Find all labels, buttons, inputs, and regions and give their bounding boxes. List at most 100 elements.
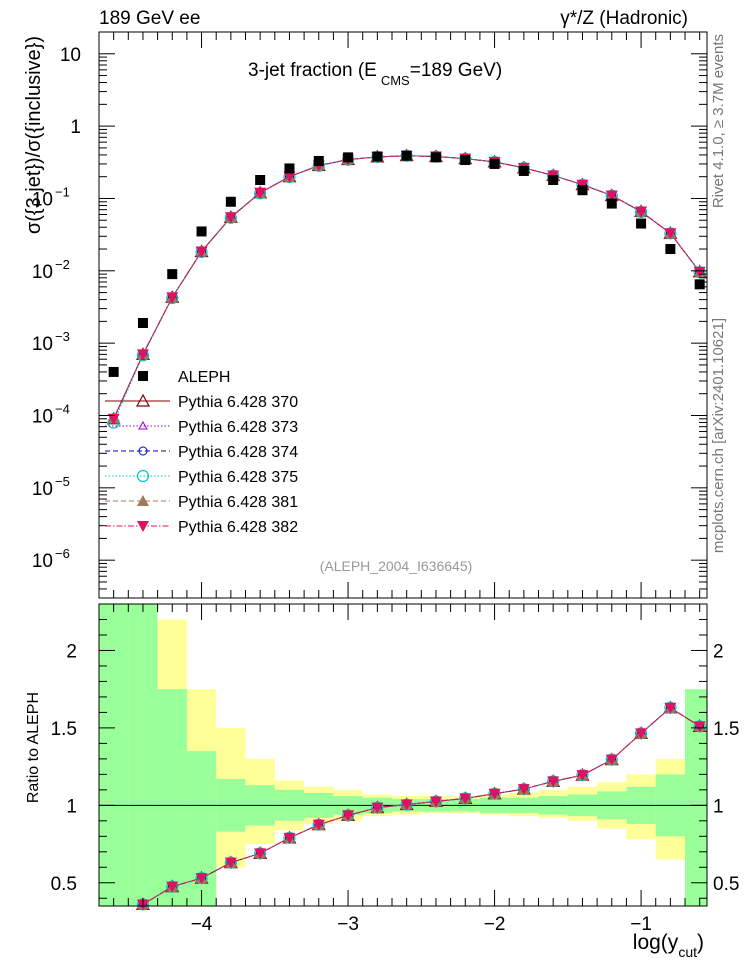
y-tick-label: 10 bbox=[32, 334, 53, 355]
x-tick-label: −4 bbox=[191, 914, 213, 935]
mc-point-5 bbox=[283, 171, 296, 183]
data-point bbox=[518, 165, 529, 176]
y-tick-exponent: −6 bbox=[55, 546, 70, 561]
data-point bbox=[577, 185, 588, 196]
legend-marker-3 bbox=[136, 469, 150, 483]
mc-point-5 bbox=[195, 246, 208, 258]
x-axis-label-subscript: cut bbox=[678, 944, 697, 960]
mc-point-5 bbox=[664, 228, 677, 240]
data-point bbox=[108, 366, 119, 377]
ratio-point-5 bbox=[429, 796, 442, 808]
y-tick-exponent: −1 bbox=[55, 184, 70, 199]
legend-marker-2 bbox=[138, 446, 148, 456]
y-tick-label: 10 bbox=[32, 479, 53, 500]
header-right: γ*/Z (Hadronic) bbox=[560, 8, 688, 29]
ratio-point-5 bbox=[517, 784, 530, 796]
ratio-point-5 bbox=[254, 848, 267, 860]
y-tick-label: 10 bbox=[32, 406, 53, 427]
y-tick-exponent: −5 bbox=[55, 474, 70, 489]
ratio-point-5 bbox=[576, 770, 589, 782]
x-axis-label-tail: ) bbox=[697, 931, 704, 954]
ratio-panel: 2 2 1.5 1.5 1 1 0.5 0.5 −4 −3 −2 −1 Ratio to ALEPH bbox=[25, 603, 739, 935]
mc-point-5 bbox=[635, 206, 648, 218]
main-title-tail: =189 GeV) bbox=[409, 60, 503, 81]
ratio-y-tick-label-right: 1 bbox=[713, 796, 724, 817]
mc-point-5 bbox=[224, 212, 237, 224]
ratio-point-5 bbox=[547, 776, 560, 788]
ratio-point-5 bbox=[195, 873, 208, 885]
data-point bbox=[255, 174, 266, 185]
legend-label-3: Pythia 6.428 375 bbox=[178, 469, 298, 486]
ratio-point-5 bbox=[342, 810, 355, 822]
mc-point-5 bbox=[254, 187, 267, 199]
data-point bbox=[548, 174, 559, 185]
main-title-text: 3-jet fraction (E bbox=[248, 60, 377, 81]
data-point bbox=[284, 163, 295, 174]
x-tick-label: −3 bbox=[337, 914, 359, 935]
x-axis-label-text: log(y bbox=[632, 931, 679, 954]
legend-label-2: Pythia 6.428 374 bbox=[178, 444, 298, 461]
data-point bbox=[196, 226, 207, 237]
x-tick-label: −2 bbox=[484, 914, 506, 935]
legend-marker-data bbox=[138, 371, 148, 381]
data-point bbox=[489, 158, 500, 169]
y-tick-label: 10 bbox=[32, 551, 53, 572]
mc-point-5 bbox=[605, 190, 618, 202]
data-point bbox=[225, 196, 236, 207]
ratio-point-5 bbox=[459, 793, 472, 805]
data-point bbox=[636, 218, 647, 229]
legend-marker-1 bbox=[138, 420, 148, 430]
ratio-y-tick-label: 0.5 bbox=[51, 874, 77, 895]
ratio-point-5 bbox=[283, 832, 296, 844]
ratio-y-axis-label: Ratio to ALEPH bbox=[25, 692, 42, 803]
ratio-point-5 bbox=[166, 881, 179, 893]
x-tick-label: −1 bbox=[630, 914, 652, 935]
legend-marker-4 bbox=[137, 495, 149, 506]
legend-label-1: Pythia 6.428 373 bbox=[178, 419, 298, 436]
data-point bbox=[313, 155, 324, 166]
legend-label-4: Pythia 6.428 381 bbox=[178, 494, 298, 511]
main-title-subscript: CMS bbox=[380, 73, 410, 88]
mc-point-5 bbox=[693, 266, 706, 278]
legend-label-0: Pythia 6.428 370 bbox=[178, 394, 298, 411]
ratio-point-5 bbox=[400, 799, 413, 811]
ratio-point-5 bbox=[605, 754, 618, 766]
legend-marker-5 bbox=[137, 521, 149, 532]
ratio-point-5 bbox=[635, 728, 648, 740]
ratio-y-tick-label: 2 bbox=[66, 641, 77, 662]
header-left: 189 GeV ee bbox=[99, 8, 201, 29]
y-tick-exponent: −2 bbox=[55, 257, 70, 272]
band-inner-bin bbox=[157, 689, 187, 906]
y-tick-label: 10 bbox=[32, 262, 53, 283]
mcplots-credit-label: mcplots.cern.ch [arXiv:2401.10621] bbox=[710, 318, 727, 553]
ratio-y-tick-label-right: 0.5 bbox=[713, 874, 739, 895]
ratio-point-5 bbox=[224, 857, 237, 869]
main-frame bbox=[98, 31, 708, 599]
data-point bbox=[606, 198, 617, 209]
legend: ALEPH Pythia 6.428 370 Pythia 6.428 373 Pyt… bbox=[105, 369, 298, 536]
mc-point-5 bbox=[136, 349, 149, 361]
y-tick-exponent: −4 bbox=[55, 401, 70, 416]
ratio-point-5 bbox=[371, 802, 384, 814]
ratio-point-5 bbox=[488, 788, 501, 800]
rivet-version-label: Rivet 4.1.0, ≥ 3.7M events bbox=[710, 34, 727, 208]
data-point bbox=[401, 150, 412, 161]
ratio-y-tick-label: 1.5 bbox=[51, 719, 77, 740]
legend-label-data: ALEPH bbox=[178, 369, 230, 386]
y-axis-label: σ({3 jet})/σ({inclusive}) bbox=[23, 36, 45, 234]
ratio-y-tick-label-right: 1.5 bbox=[713, 719, 739, 740]
data-point bbox=[167, 269, 178, 280]
legend-label-5: Pythia 6.428 382 bbox=[178, 519, 298, 536]
mc-point-5 bbox=[166, 292, 179, 304]
band-inner-bin bbox=[99, 604, 129, 906]
ratio-point-5 bbox=[312, 819, 325, 831]
y-tick-label: 1 bbox=[70, 117, 81, 138]
legend-marker-0 bbox=[135, 393, 151, 407]
data-point bbox=[665, 244, 676, 255]
ratio-frame bbox=[98, 603, 708, 907]
analysis-label: (ALEPH_2004_I636645) bbox=[320, 558, 473, 574]
x-axis-label: log(ycut) bbox=[632, 931, 704, 960]
mc-point-5 bbox=[107, 413, 120, 425]
